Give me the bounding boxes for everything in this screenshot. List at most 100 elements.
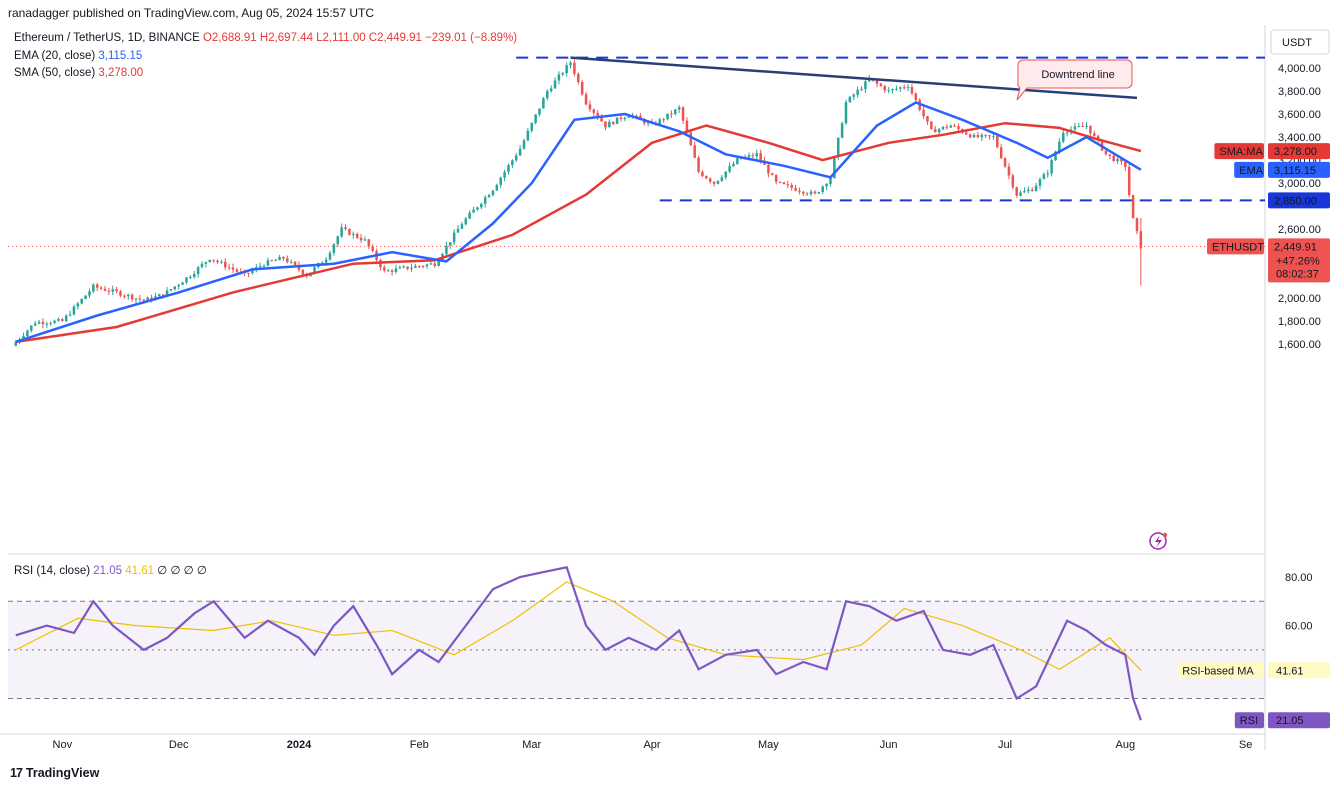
grid: [0, 25, 1266, 750]
candle-body: [794, 187, 797, 191]
candle-body: [557, 74, 561, 81]
x-tick-label: May: [758, 739, 779, 751]
candle-body: [930, 121, 933, 130]
rsi-ma-value: 41.61: [125, 565, 155, 577]
badges: SMA:MA 3,278.00 EMA 3,115.15 2,850.00 ETHUSDT…: [1177, 143, 1330, 729]
level-badge-value-bg: [1268, 192, 1330, 209]
candle-body: [968, 134, 972, 138]
candle-body: [798, 190, 801, 192]
x-tick-label: Mar: [522, 739, 541, 751]
candle-body: [891, 88, 894, 91]
candle-body: [1081, 126, 1084, 128]
rsi-ma-badge-label: RSI-based MA: [1182, 665, 1254, 677]
candle-body: [45, 323, 49, 325]
candle-body: [767, 164, 770, 174]
candle-body: [30, 325, 33, 331]
candle-body: [848, 96, 852, 103]
candle-body: [790, 184, 793, 188]
candle-body: [685, 120, 689, 133]
candle-body: [1030, 189, 1034, 192]
candle-body: [949, 125, 953, 128]
candle-body: [487, 195, 491, 198]
candle-body: [1120, 159, 1123, 162]
currency-box: USDT: [1270, 29, 1330, 55]
ema-badge-label-bg: [1234, 161, 1264, 178]
candle-body: [809, 191, 813, 195]
candle-body: [115, 289, 118, 292]
candle-body: [988, 135, 991, 137]
candle-body: [813, 191, 817, 194]
symbol-title: Ethereum / TetherUS, 1D, BINANCE: [14, 32, 200, 44]
last-price-change: +47.26%: [1276, 255, 1320, 267]
candle-body: [530, 122, 534, 131]
candle-body: [1131, 194, 1135, 219]
candle-body: [227, 267, 231, 269]
candle-body: [674, 109, 677, 115]
candle-body: [899, 87, 902, 89]
candle-body: [895, 88, 898, 90]
candle-body: [580, 81, 584, 95]
currency-box-frame: [1270, 29, 1330, 55]
candle-body: [231, 267, 235, 270]
sma-legend[interactable]: SMA (50, close) 3,278.00: [14, 67, 143, 79]
candle-body: [542, 98, 545, 109]
candle-body: [53, 320, 56, 324]
candle-body: [681, 107, 685, 121]
y-tick-label: 3,400.00: [1278, 132, 1321, 144]
candle-body: [192, 273, 196, 277]
candle-body: [216, 260, 219, 263]
ohlc-values: O2,688.91 H2,697.44 L2,111.00 C2,449.91 …: [202, 32, 518, 44]
candle-body: [158, 294, 161, 297]
candle-body: [549, 88, 553, 92]
callout-bubble: [1016, 59, 1133, 101]
sma-badge-value: 3,278.00: [1274, 146, 1317, 158]
x-tick-label: Feb: [410, 739, 429, 751]
candle-body: [262, 265, 266, 267]
candle-body: [1112, 155, 1115, 162]
y-tick-label: 4,000.00: [1278, 63, 1321, 75]
candle-body: [286, 258, 289, 263]
candle-body: [996, 136, 999, 148]
ema-badge-value-bg: [1268, 161, 1330, 178]
price-lines: [8, 59, 1265, 347]
candle-body: [627, 115, 631, 118]
sma-badge: SMA:MA 3,278.00: [1214, 143, 1330, 160]
x-tick-label: Se: [1239, 739, 1252, 751]
candle-body: [856, 89, 859, 95]
candle-body: [646, 122, 650, 124]
candle-body: [88, 291, 91, 296]
candle-body: [61, 319, 64, 322]
candle-body: [293, 261, 297, 266]
candle-body: [383, 267, 386, 271]
tradingview-logo[interactable]: 17 TradingView: [10, 766, 99, 780]
candle-body: [181, 282, 184, 285]
candle-body: [437, 260, 440, 266]
candle-body: [468, 212, 471, 219]
candle-body: [499, 177, 502, 185]
candle-body: [344, 227, 347, 230]
candle-body: [68, 314, 72, 316]
symbol-legend[interactable]: Ethereum / TetherUS, 1D, BINANCE O2,688.…: [14, 32, 517, 44]
downtrend-line: [570, 56, 1138, 100]
candle-body: [577, 73, 580, 82]
rsi-ma-line: [15, 581, 1142, 671]
candle-body: [553, 80, 557, 89]
candle-body: [332, 244, 336, 253]
candle-body: [1058, 141, 1061, 152]
candle-body: [1046, 173, 1050, 175]
candle-body: [297, 265, 301, 270]
candle-body: [755, 153, 759, 157]
candle-body: [992, 136, 995, 138]
candle-body: [732, 163, 735, 167]
candle-body: [270, 260, 274, 262]
candle-body: [728, 166, 731, 172]
candle-body: [1003, 158, 1007, 167]
ema-legend[interactable]: EMA (20, close) 3,115.15: [14, 50, 142, 62]
candle-body: [398, 267, 402, 269]
rsi-ma-badge-value: 41.61: [1276, 665, 1304, 677]
rsi-legend[interactable]: RSI (14, close) 21.05 41.61 ∅ ∅ ∅ ∅: [14, 563, 207, 577]
rsi-ma-badge: RSI-based MA 41.61: [1177, 662, 1330, 679]
ema-badge: EMA 3,115.15: [1234, 161, 1330, 178]
candle-body: [1011, 175, 1015, 188]
